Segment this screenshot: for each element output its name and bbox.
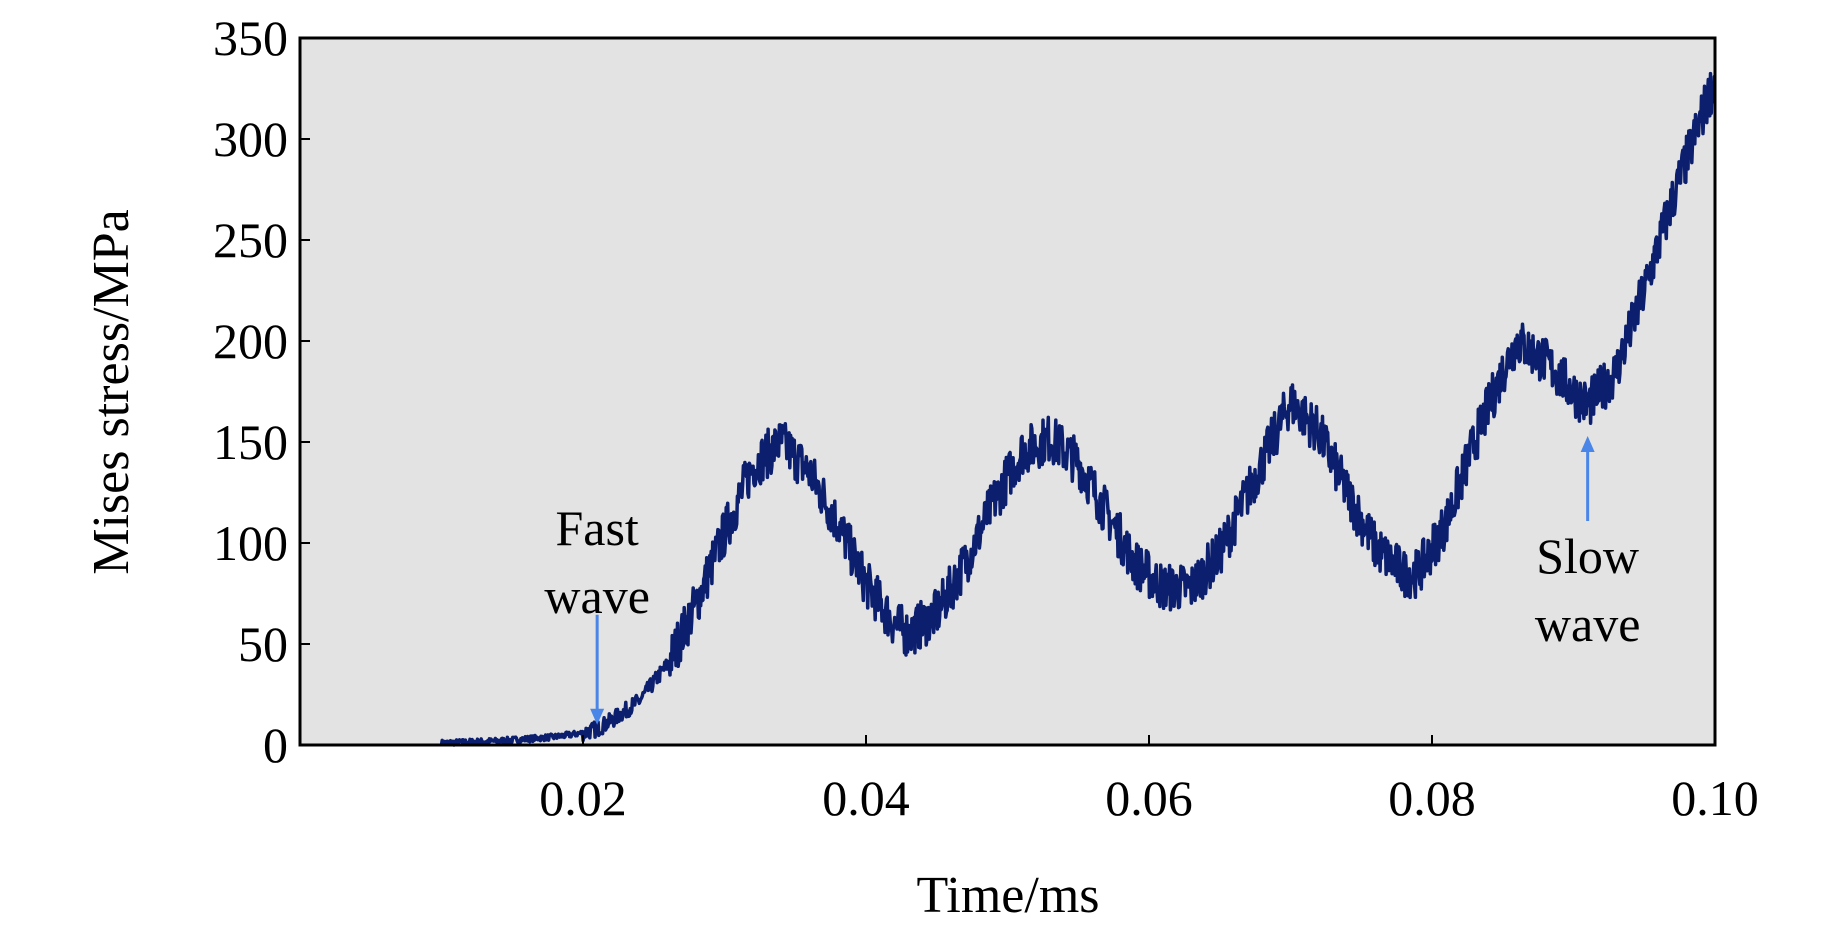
y-tick-label: 150: [213, 414, 288, 470]
slow-wave-label: Slow: [1536, 528, 1639, 584]
x-tick-label: 0.04: [822, 770, 910, 826]
annotations: Fast wave Slow wave: [544, 435, 1641, 725]
x-axis-title: Time/ms: [916, 867, 1099, 924]
y-tick-label: 250: [213, 212, 288, 268]
y-tick-label: 100: [213, 515, 288, 571]
y-tick-label: 50: [238, 616, 288, 672]
fast-wave-arrow-head: [590, 708, 605, 725]
y-axis-ticks: 0 50 100 150 200 250 300 350: [213, 10, 310, 773]
plot-background: [300, 38, 1715, 745]
y-tick-label: 350: [213, 10, 288, 66]
plot-frame: [298, 36, 1717, 747]
x-axis-ticks: 0.02 0.04 0.06 0.08 0.10: [539, 735, 1759, 826]
x-tick-label: 0.02: [539, 770, 627, 826]
x-tick-label: 0.10: [1671, 770, 1759, 826]
y-axis-title: Mises stress/MPa: [83, 209, 140, 574]
fast-wave-label: Fast: [555, 500, 638, 556]
y-tick-label: 0: [263, 717, 288, 773]
x-tick-label: 0.06: [1105, 770, 1193, 826]
slow-wave-label: wave: [1535, 596, 1641, 652]
mises-stress-series-line: [439, 71, 1717, 747]
x-tick-label: 0.08: [1388, 770, 1476, 826]
fast-wave-label: wave: [544, 568, 650, 624]
slow-wave-arrow-head: [1580, 435, 1595, 452]
y-tick-label: 200: [213, 313, 288, 369]
y-tick-label: 300: [213, 111, 288, 167]
